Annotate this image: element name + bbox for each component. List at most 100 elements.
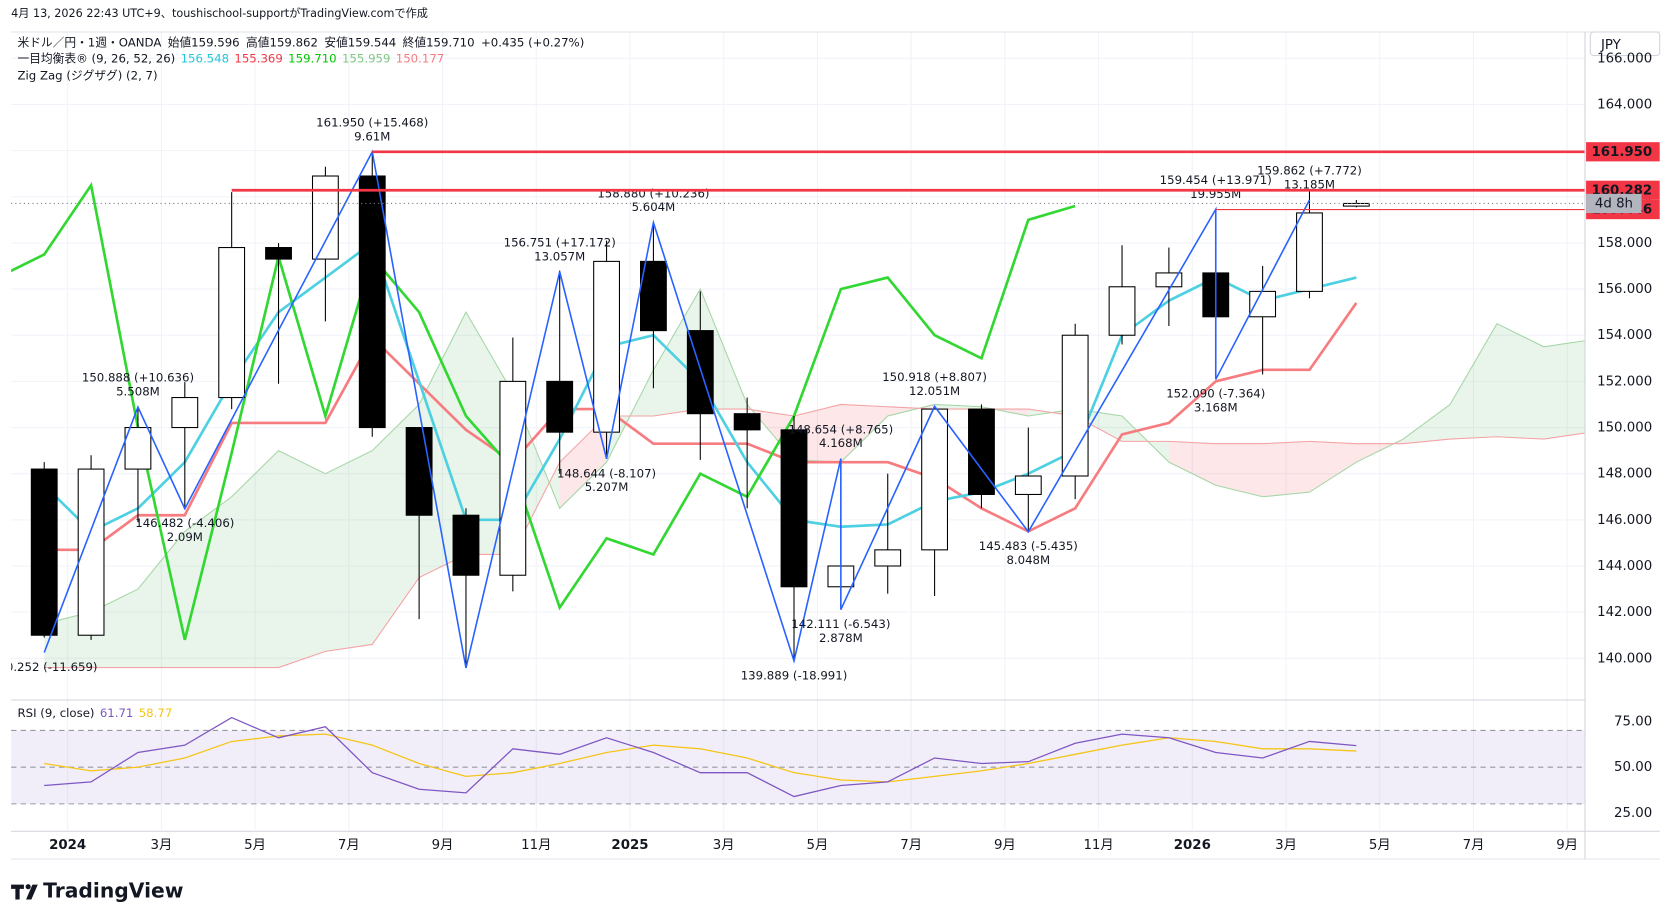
cloud [1403, 404, 1451, 444]
pivot-label: 145.483 (-5.435) [979, 539, 1078, 553]
pivot-label: 148.654 (+8.765) [789, 422, 894, 436]
legend-value: 155.369 [234, 51, 282, 65]
x-tick-label: 2025 [611, 838, 648, 853]
pivot-label: 146.482 (-4.406) [135, 516, 234, 530]
pivot-label: 159.454 (+13.971) [1160, 173, 1272, 187]
symbol: 米ドル／円・1週・OANDA [18, 35, 162, 49]
candle-body [30, 468, 58, 636]
zigzag [43, 149, 1311, 669]
caption: 4月 13, 2026 22:43 UTC+9、toushischool-sup… [11, 6, 428, 20]
candle-body [640, 260, 667, 332]
countdown: 4d 8h [1595, 196, 1633, 211]
indicator-title: RSI (9, close) [18, 705, 95, 719]
candle-body [499, 380, 527, 576]
pivot-volume: 3.168M [1194, 401, 1238, 415]
x-tick-label: 3月 [1275, 838, 1297, 853]
change: +0.435 (+0.27%) [481, 35, 584, 49]
candle-body [546, 380, 574, 433]
ohlc: 高値159.862 [246, 35, 318, 49]
legend-line: 一目均衡表® (9, 26, 52, 26) 156.548 155.369 159.… [18, 51, 445, 65]
pivot-volume: 2.878M [819, 631, 863, 645]
pivot-label: 150.888 (+10.636) [82, 371, 194, 385]
candle-body [1249, 290, 1277, 318]
candle-body [1108, 286, 1136, 336]
logo-mark [26, 884, 38, 900]
legend-value: 155.959 [342, 51, 390, 65]
x-tick-label: 7月 [900, 838, 922, 853]
candle-body [405, 427, 433, 516]
pivot-label: 161.950 (+15.468) [316, 115, 428, 129]
logo-mark [25, 884, 31, 890]
candle-body [593, 260, 620, 433]
x-tick-label: 9月 [994, 838, 1016, 853]
price-label-box [1586, 142, 1660, 162]
logo: TradingView [11, 879, 184, 903]
cloud [184, 496, 232, 668]
legend-value: 159.710 [288, 51, 336, 65]
ohlc: 始値159.596 [168, 35, 240, 49]
cloud [137, 531, 185, 668]
ohlc: 安値159.544 [324, 35, 396, 49]
cloud [840, 404, 888, 463]
indicator-title: 一目均衡表® (9, 26, 52, 26) [18, 51, 176, 65]
rsi-pane [11, 716, 1586, 805]
candle-body [1155, 272, 1183, 288]
x-tick-label: 3月 [150, 838, 172, 853]
legend-line: RSI (9, close) 61.71 58.77 [18, 705, 173, 719]
x-tick-label: 11月 [1083, 838, 1113, 853]
pivot-volume: 13.185M [1284, 178, 1335, 192]
x-tick-label: 7月 [338, 838, 360, 853]
y-tick-label: 25.00 [1614, 806, 1652, 821]
candle-body [171, 397, 199, 429]
pivot-label: 156.751 (+17.172) [504, 235, 616, 249]
pivot-label: 148.644 (-8.107) [557, 466, 656, 480]
cloud [278, 450, 326, 668]
chikou [11, 181, 1076, 641]
legend-value: 58.77 [139, 705, 173, 719]
x-tick-label: 9月 [1556, 838, 1578, 853]
pivot-volume: 5.604M [632, 200, 676, 214]
x-tick-label: 3月 [713, 838, 735, 853]
x-tick-label: 2024 [49, 838, 86, 853]
cloud [559, 416, 607, 509]
currency: JPY [1600, 38, 1622, 53]
cloud [1309, 441, 1357, 493]
currency-button[interactable] [1589, 31, 1661, 57]
cloud [231, 450, 279, 668]
candle-body [77, 468, 105, 636]
candle-body [921, 408, 949, 551]
candle-body [780, 429, 808, 588]
price-pane: 140.252 (-11.659) 150.888 (+10.636)5.508M… [0, 115, 1586, 682]
pivot-volume: 5.207M [585, 480, 629, 494]
y-tick-label: 152.000 [1597, 374, 1652, 389]
pivot-label: 152.090 (-7.364) [1166, 387, 1265, 401]
legend: 米ドル／円・1週・OANDA 始値159.596 高値159.862 安値159.54… [18, 35, 585, 719]
ohlc: 終値159.710 [403, 35, 475, 49]
logo-mark [11, 884, 24, 900]
logo-text: TradingView [43, 879, 184, 903]
legend-value: 61.71 [100, 705, 134, 719]
x-tick-label: 5月 [1369, 838, 1391, 853]
cloud [1496, 323, 1544, 440]
rsi-line [44, 716, 1357, 798]
cloud [325, 450, 373, 652]
candle-body [265, 247, 292, 260]
pivot-label: 150.918 (+8.807) [882, 370, 987, 384]
y-tick-label: 156.000 [1597, 282, 1652, 297]
candle-body [124, 427, 152, 470]
y-tick-label: 166.000 [1597, 51, 1652, 66]
legend-line: Zig Zag (ジグザグ) (2, 7) [18, 68, 158, 82]
pivot-volume: 9.61M [354, 129, 390, 143]
y-tick-label: 75.00 [1614, 714, 1652, 729]
cloud [934, 404, 982, 410]
pivot-label: 142.111 (-6.543) [791, 617, 890, 631]
y-tick-label: 144.000 [1597, 559, 1652, 574]
pivot-label: 158.880 (+10.236) [597, 186, 709, 200]
y-tick-label: 150.000 [1597, 421, 1652, 436]
pivot-volume: 8.048M [1006, 553, 1050, 567]
span-b [44, 403, 1586, 669]
pivot-label: 140.252 (-11.659) [0, 660, 98, 674]
y-tick-label: 142.000 [1597, 605, 1652, 620]
